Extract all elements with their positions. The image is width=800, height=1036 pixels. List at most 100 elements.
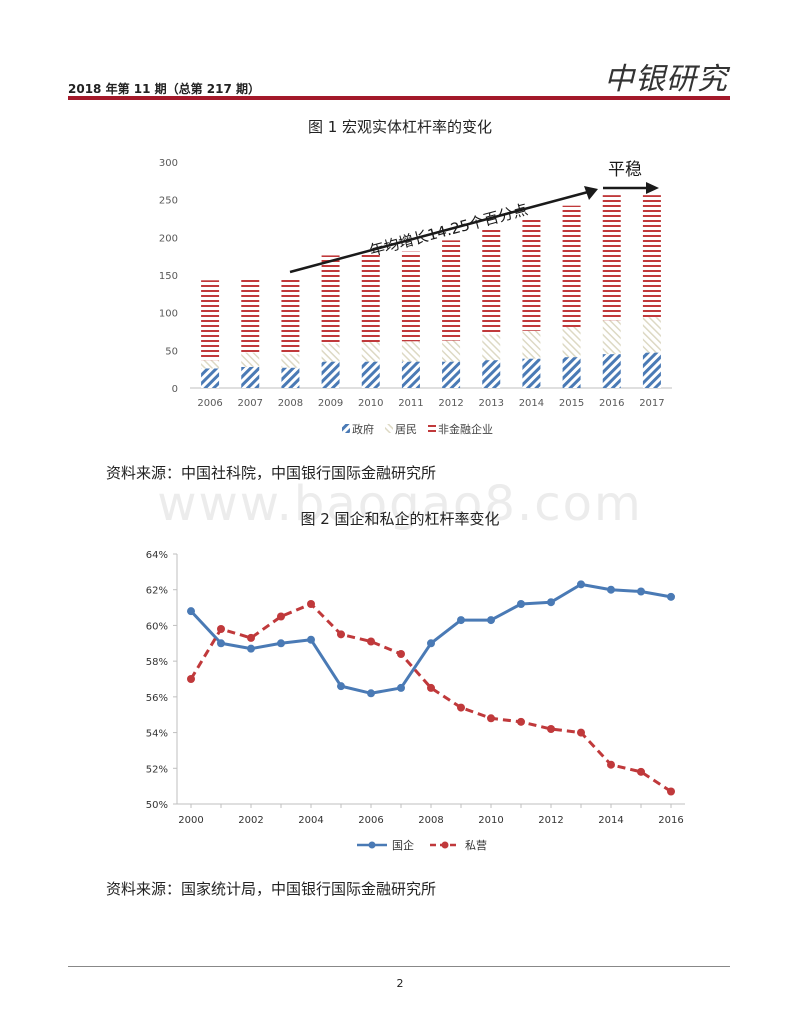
bar-segment-corp — [201, 280, 220, 361]
brand-logo: 中银研究 — [604, 62, 728, 97]
series-line-soe — [189, 582, 672, 695]
data-point-soe — [457, 616, 465, 625]
data-point-private — [607, 760, 615, 769]
y-tick-label: 50 — [165, 346, 178, 357]
y-tick-label: 60% — [146, 621, 168, 632]
y-tick-label: 300 — [159, 158, 178, 169]
figure1-legend: 政府 居民 非金融企业 — [342, 422, 493, 436]
y-tick-label: 150 — [159, 271, 178, 282]
bar-segment-gov — [281, 367, 300, 388]
figure1-chart: 0 50 100 150 200 250 300 2006 2007 2008 2009 2010 20… — [159, 158, 672, 436]
bar-segment-gov — [602, 354, 621, 388]
legend-label-corp: 非金融企业 — [438, 422, 493, 436]
legend-swatch-res — [385, 424, 393, 433]
bar-segment-gov — [401, 361, 420, 388]
data-point-private — [577, 728, 585, 737]
data-point-soe — [367, 689, 375, 698]
data-point-soe — [247, 644, 255, 653]
bar-segment-res — [401, 341, 420, 362]
bar-segment-gov — [321, 361, 340, 388]
bar-segment-corp — [241, 278, 260, 353]
stable-arrow-head — [646, 182, 659, 194]
legend-swatch-corp — [428, 424, 436, 433]
stable-annotation: 平稳 — [608, 160, 642, 180]
bar-segment-res — [442, 340, 461, 362]
data-point-soe — [487, 616, 495, 625]
bar-segment-res — [482, 334, 501, 361]
bar-segment-corp — [442, 240, 461, 341]
x-tick-label: 2016 — [599, 398, 624, 409]
x-tick-label: 2016 — [658, 815, 683, 826]
bar-segment-gov — [482, 360, 501, 388]
bar-segment-gov — [361, 361, 380, 388]
bar-segment-corp — [482, 229, 501, 335]
bar-segment-gov — [562, 357, 581, 388]
watermark: www.baogao8.com — [157, 476, 643, 532]
data-point-private — [277, 612, 285, 621]
data-point-private — [397, 650, 405, 658]
data-point-soe — [307, 635, 315, 644]
data-point-soe — [187, 607, 195, 616]
data-point-private — [487, 714, 495, 723]
bar-segment-gov — [642, 352, 661, 388]
x-tick-label: 2008 — [278, 398, 303, 409]
data-point-private — [187, 675, 195, 683]
data-point-soe — [427, 639, 435, 648]
bar-segment-res — [321, 343, 340, 362]
bar-segment-corp — [281, 279, 300, 355]
data-point-private — [457, 703, 465, 712]
bar-segment-corp — [321, 255, 340, 344]
y-tick-label: 64% — [146, 550, 168, 561]
data-point-soe — [547, 598, 555, 607]
page-number: 2 — [396, 977, 404, 990]
y-tick-label: 54% — [146, 729, 168, 740]
data-point-soe — [607, 585, 615, 594]
bar-segment-res — [522, 330, 541, 359]
growth-arrow-line — [289, 190, 589, 274]
bar-segment-gov — [201, 368, 220, 388]
x-tick-label: 2010 — [358, 398, 383, 409]
x-tick-label: 2010 — [478, 815, 503, 826]
bar-segment-corp — [562, 205, 581, 327]
data-point-private — [667, 787, 675, 796]
x-tick-label: 2017 — [639, 398, 664, 409]
bar-segment-res — [562, 326, 581, 358]
legend-marker-soe — [368, 841, 376, 849]
bar-segment-corp — [401, 251, 420, 342]
x-tick-label: 2015 — [559, 398, 584, 409]
x-tick-label: 2014 — [598, 815, 623, 826]
data-point-soe — [397, 683, 405, 692]
figure1-source: 资料来源：中国社科院，中国银行国际金融研究所 — [106, 464, 437, 482]
figure1-title: 图 1 宏观实体杠杆率的变化 — [307, 118, 493, 136]
data-point-soe — [517, 600, 525, 608]
x-tick-label: 2006 — [358, 815, 383, 826]
y-tick-label: 0 — [172, 384, 178, 395]
data-point-private — [517, 717, 525, 726]
bar-segment-res — [241, 352, 260, 367]
bar-segment-res — [201, 360, 220, 369]
x-tick-label: 2007 — [238, 398, 263, 409]
figure2-legend: 国企 私营 — [357, 838, 487, 852]
legend-label-gov: 政府 — [352, 422, 374, 436]
bar-segment-corp — [361, 252, 380, 343]
legend-label-soe: 国企 — [392, 838, 414, 852]
legend-marker-private — [441, 841, 449, 849]
y-tick-label: 50% — [146, 800, 168, 811]
data-point-soe — [667, 592, 675, 601]
figure2-title: 图 2 国企和私企的杠杆率变化 — [300, 510, 500, 528]
header-rule — [68, 96, 730, 100]
growth-arrow-head — [584, 186, 598, 200]
x-tick-label: 2012 — [538, 815, 563, 826]
data-point-private — [337, 630, 345, 639]
bar-segment-res — [361, 342, 380, 362]
x-tick-label: 2009 — [318, 398, 343, 409]
x-tick-label: 2014 — [519, 398, 544, 409]
x-tick-label: 2012 — [438, 398, 463, 409]
data-point-private — [637, 767, 645, 776]
legend-label-res: 居民 — [395, 423, 417, 436]
bar-segment-gov — [522, 358, 541, 388]
data-point-soe — [337, 682, 345, 691]
legend-label-private: 私营 — [465, 838, 487, 852]
x-tick-label: 2000 — [178, 815, 203, 826]
bar-segment-res — [642, 317, 661, 353]
